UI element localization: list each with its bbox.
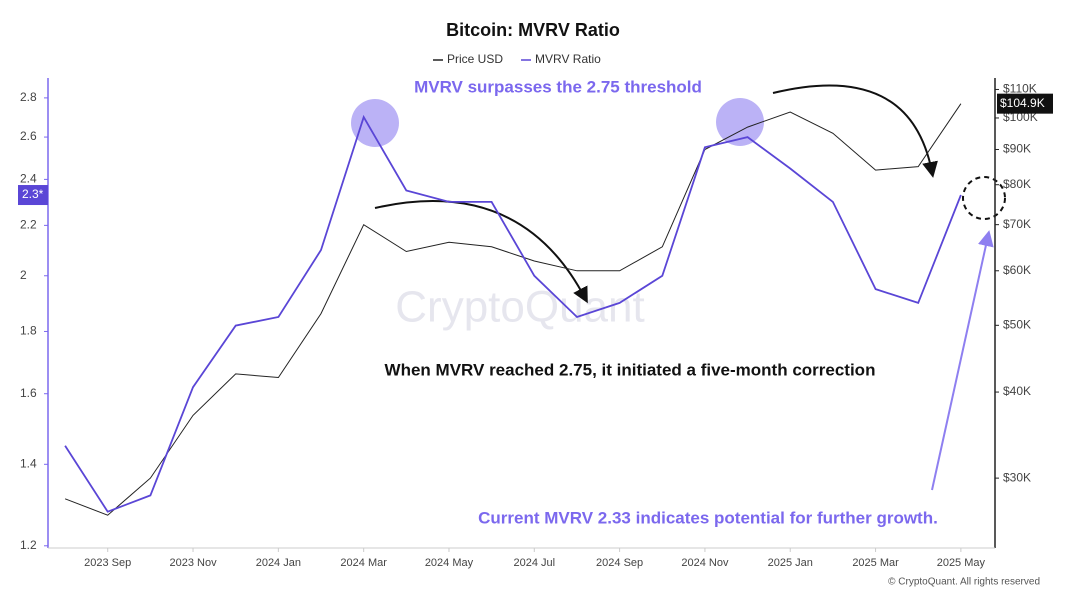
- x-tick-label: 2025 Jan: [768, 557, 813, 569]
- legend-label: MVRV Ratio: [535, 52, 601, 66]
- chart-title: Bitcoin: MVRV Ratio: [446, 20, 620, 40]
- y2-tick-label: $60K: [1003, 263, 1031, 277]
- y-tick-label: 1.6: [20, 386, 37, 400]
- footer: © CryptoQuant. All rights reserved: [888, 577, 1040, 588]
- x-tick-label: 2023 Nov: [169, 557, 217, 569]
- x-tick-label: 2024 Jul: [514, 557, 556, 569]
- watermark: CryptoQuant: [395, 283, 644, 332]
- current-badge: [997, 93, 1053, 114]
- annotation: MVRV surpasses the 2.75 threshold: [414, 77, 702, 96]
- y-tick-label: 2: [20, 268, 27, 282]
- y2-tick-label: $110K: [1003, 82, 1037, 96]
- current-badge: [18, 185, 48, 206]
- series-line: [64, 103, 962, 516]
- y2-tick-label: $30K: [1003, 470, 1031, 484]
- x-tick-label: 2024 May: [425, 557, 474, 569]
- current-circle: [962, 176, 1006, 220]
- y2-tick-label: $80K: [1003, 177, 1031, 191]
- x-tick-label: 2023 Sep: [84, 557, 131, 569]
- arrow: [374, 200, 588, 304]
- highlight-circle: [351, 99, 399, 147]
- y-tick-label: 1.8: [20, 324, 37, 338]
- y-tick-label: 1.4: [20, 456, 37, 470]
- series-line: [64, 114, 962, 513]
- highlight-circle: [716, 98, 764, 146]
- legend-label: Price USD: [447, 52, 503, 66]
- y-tick-label: 1.2: [20, 538, 37, 552]
- x-tick-label: 2024 Mar: [340, 557, 387, 569]
- x-tick-label: 2025 May: [937, 557, 986, 569]
- y2-tick-label: $40K: [1003, 384, 1031, 398]
- y2-tick-label: $90K: [1003, 142, 1031, 156]
- x-tick-label: 2024 Nov: [681, 557, 729, 569]
- current-label: 2.3*: [22, 187, 44, 201]
- y2-tick-label: $70K: [1003, 217, 1031, 231]
- x-tick-label: 2024 Sep: [596, 557, 643, 569]
- y-tick-label: 2.8: [20, 90, 37, 104]
- arrow: [931, 230, 994, 491]
- current-label: $104.9K: [1000, 96, 1045, 110]
- y-tick-label: 2.4: [20, 172, 37, 186]
- x-tick-label: 2024 Jan: [256, 557, 301, 569]
- y2-tick-label: $50K: [1003, 317, 1031, 331]
- y-tick-label: 2.6: [20, 129, 37, 143]
- annotation: Current MVRV 2.33 indicates potential fo…: [478, 508, 938, 527]
- annotation: When MVRV reached 2.75, it initiated a f…: [385, 360, 876, 379]
- y-tick-label: 2.2: [20, 218, 37, 232]
- arrow: [772, 84, 938, 178]
- x-tick-label: 2025 Mar: [852, 557, 899, 569]
